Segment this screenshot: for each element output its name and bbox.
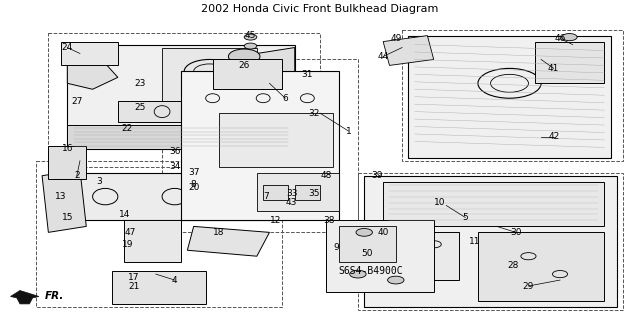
Polygon shape xyxy=(67,44,295,149)
Text: 30: 30 xyxy=(510,228,522,237)
Circle shape xyxy=(244,43,257,49)
Text: FR.: FR. xyxy=(45,292,65,301)
Text: 15: 15 xyxy=(61,213,73,222)
Text: 2: 2 xyxy=(74,171,79,180)
Text: 37: 37 xyxy=(188,168,200,177)
Polygon shape xyxy=(257,173,339,212)
Text: 48: 48 xyxy=(321,171,332,180)
Text: 22: 22 xyxy=(122,124,133,132)
Text: 27: 27 xyxy=(71,97,83,106)
Circle shape xyxy=(356,228,372,236)
Text: 3: 3 xyxy=(96,177,102,186)
Text: 44: 44 xyxy=(378,52,388,61)
Polygon shape xyxy=(118,101,282,122)
Text: 19: 19 xyxy=(122,240,133,249)
Text: 10: 10 xyxy=(435,198,446,207)
Text: S6S4-B4900C: S6S4-B4900C xyxy=(338,266,403,276)
Polygon shape xyxy=(326,220,434,292)
Text: 1: 1 xyxy=(346,126,351,135)
Text: 42: 42 xyxy=(548,132,559,141)
Polygon shape xyxy=(67,125,295,149)
Circle shape xyxy=(349,270,366,278)
Polygon shape xyxy=(42,170,86,232)
Text: 8: 8 xyxy=(191,180,196,189)
Text: 47: 47 xyxy=(125,228,136,237)
Polygon shape xyxy=(181,71,339,220)
Text: 17: 17 xyxy=(128,273,140,282)
Text: 38: 38 xyxy=(324,216,335,225)
Polygon shape xyxy=(535,42,604,83)
Polygon shape xyxy=(295,185,320,200)
Text: 39: 39 xyxy=(371,171,383,180)
Circle shape xyxy=(562,34,577,41)
Polygon shape xyxy=(263,185,289,200)
Circle shape xyxy=(244,34,257,40)
Text: 11: 11 xyxy=(469,237,481,246)
Polygon shape xyxy=(408,36,611,158)
Polygon shape xyxy=(383,182,604,227)
Polygon shape xyxy=(478,232,604,301)
Title: 2002 Honda Civic Front Bulkhead Diagram: 2002 Honda Civic Front Bulkhead Diagram xyxy=(202,4,438,14)
Text: 9: 9 xyxy=(333,243,339,252)
Text: 31: 31 xyxy=(301,70,313,79)
Text: 6: 6 xyxy=(282,94,288,103)
Text: 34: 34 xyxy=(169,162,180,171)
Polygon shape xyxy=(61,42,118,65)
Text: 29: 29 xyxy=(523,282,534,291)
Text: 18: 18 xyxy=(213,228,225,237)
Text: 7: 7 xyxy=(264,192,269,201)
Polygon shape xyxy=(10,291,39,304)
Text: 49: 49 xyxy=(390,34,401,43)
Polygon shape xyxy=(61,173,276,220)
Text: 20: 20 xyxy=(188,183,199,192)
Text: 28: 28 xyxy=(507,261,518,270)
Text: 12: 12 xyxy=(270,216,282,225)
Polygon shape xyxy=(67,56,118,89)
Polygon shape xyxy=(111,271,206,304)
Text: 25: 25 xyxy=(134,103,146,112)
Text: 13: 13 xyxy=(55,192,67,201)
Text: 4: 4 xyxy=(172,276,177,284)
Polygon shape xyxy=(219,113,333,167)
Text: 24: 24 xyxy=(61,43,73,52)
Circle shape xyxy=(388,276,404,284)
Text: 45: 45 xyxy=(245,31,256,40)
Text: 35: 35 xyxy=(308,189,319,198)
Text: 14: 14 xyxy=(118,210,130,219)
Polygon shape xyxy=(162,48,257,107)
Polygon shape xyxy=(257,48,295,83)
Text: 43: 43 xyxy=(286,198,297,207)
Text: 5: 5 xyxy=(463,213,468,222)
Polygon shape xyxy=(212,60,282,89)
Text: 33: 33 xyxy=(286,189,298,198)
Text: 26: 26 xyxy=(239,61,250,70)
Polygon shape xyxy=(377,232,459,280)
Text: 21: 21 xyxy=(128,282,140,291)
Polygon shape xyxy=(49,146,86,179)
Text: 50: 50 xyxy=(362,249,373,258)
Text: 16: 16 xyxy=(61,144,73,153)
Polygon shape xyxy=(364,176,617,307)
Polygon shape xyxy=(383,36,434,65)
Text: 36: 36 xyxy=(169,148,180,156)
Text: 32: 32 xyxy=(308,108,319,118)
Polygon shape xyxy=(339,227,396,262)
Text: 40: 40 xyxy=(378,228,389,237)
Text: 46: 46 xyxy=(554,34,566,43)
Text: 41: 41 xyxy=(548,64,559,73)
Circle shape xyxy=(228,49,260,64)
Polygon shape xyxy=(124,220,181,262)
Polygon shape xyxy=(188,227,269,256)
Text: 23: 23 xyxy=(134,79,146,88)
